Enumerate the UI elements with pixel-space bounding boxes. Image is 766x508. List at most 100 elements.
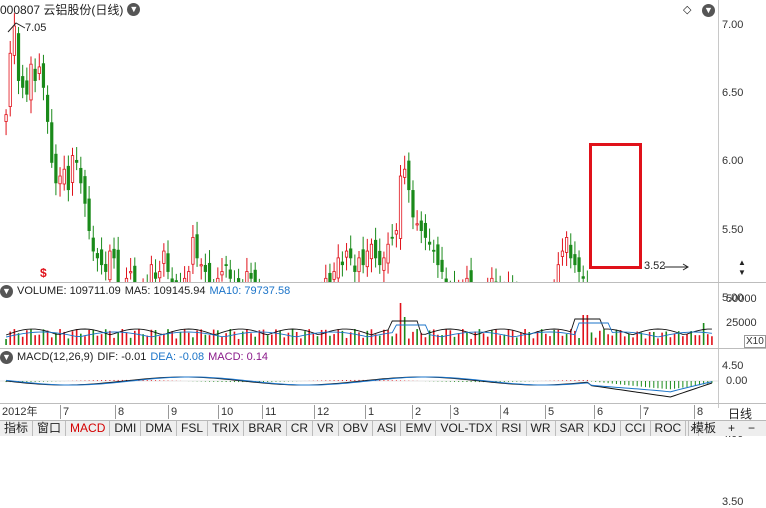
volume-bar [76, 329, 78, 345]
tab-indicators[interactable]: 指标 [0, 421, 33, 436]
macd-dea: DEA: -0.08 [150, 351, 204, 363]
volume-bar [603, 329, 605, 345]
tab-asi[interactable]: ASI [373, 421, 401, 436]
volume-bar [516, 337, 518, 345]
highlight-box [589, 143, 642, 269]
candle [46, 85, 48, 133]
candle [574, 241, 576, 273]
volume-bar [221, 337, 223, 345]
high-price-arrow-icon [6, 20, 28, 34]
volume-bar [59, 329, 61, 345]
tab-wr[interactable]: WR [527, 421, 556, 436]
candle [420, 211, 422, 243]
volume-bar [296, 332, 298, 345]
volume-bar [599, 331, 601, 345]
candle [403, 156, 405, 185]
volume-bar [595, 338, 597, 345]
volume-bar [661, 333, 663, 345]
candle [200, 258, 202, 279]
candle [495, 268, 497, 282]
tab-window[interactable]: 窗口 [33, 421, 66, 436]
candle [233, 270, 235, 282]
price-tick: 5.50 [722, 225, 743, 236]
template-button[interactable]: 模板 [688, 421, 719, 436]
candle [237, 269, 239, 282]
volume-bar [400, 303, 402, 345]
candle [38, 53, 40, 80]
volume-bar [645, 339, 647, 345]
price-tick: 4.50 [722, 361, 743, 372]
candle [225, 256, 227, 278]
volume-bar [138, 329, 140, 345]
volume-bar [250, 333, 252, 345]
candle [416, 210, 418, 231]
candle [167, 240, 169, 279]
volume-chart[interactable] [0, 299, 718, 347]
tab-trix[interactable]: TRIX [208, 421, 244, 436]
volume-bar [412, 332, 414, 345]
candle [466, 266, 468, 282]
tab-rsi[interactable]: RSI [497, 421, 526, 436]
macd-tick-zero: 0.00 [726, 376, 747, 387]
candle [21, 65, 23, 98]
candle [109, 245, 111, 282]
tab-emv[interactable]: EMV [401, 421, 436, 436]
tab-roc[interactable]: ROC [651, 421, 687, 436]
signal-marker: $ [40, 266, 47, 280]
candle [105, 251, 107, 280]
volume-bar [474, 331, 476, 345]
tab-vol-tdx[interactable]: VOL-TDX [436, 421, 497, 436]
candle [254, 262, 256, 282]
tab-brar[interactable]: BRAR [244, 421, 286, 436]
tab-cr[interactable]: CR [287, 421, 313, 436]
volume-tick-50000: 50000 [726, 294, 757, 305]
price-tick: 6.50 [722, 88, 743, 99]
macd-menu-chevron-icon[interactable]: ▼ [0, 351, 13, 364]
tab-dmi[interactable]: DMI [110, 421, 141, 436]
tab-cci[interactable]: CCI [621, 421, 651, 436]
date-tick: 1 [365, 405, 374, 419]
volume-ma5: MA5: 109145.94 [125, 285, 206, 297]
volume-bar [213, 330, 215, 345]
tab-kdj[interactable]: KDJ [589, 421, 621, 436]
volume-bar [682, 336, 684, 345]
volume-bar [416, 329, 418, 345]
candle [578, 250, 580, 282]
candle [175, 274, 177, 282]
scroll-down-button[interactable]: ▼ [738, 268, 746, 277]
candle [129, 258, 131, 280]
candle [5, 109, 7, 135]
volume-bar [499, 335, 501, 345]
volume-menu-chevron-icon[interactable]: ▼ [0, 285, 13, 298]
volume-bar [130, 338, 132, 345]
tab-vr[interactable]: VR [313, 421, 339, 436]
volume-bar [113, 338, 115, 345]
tab-dma[interactable]: DMA [141, 421, 177, 436]
macd-label: MACD(12,26,9) [17, 351, 93, 363]
tab-sar[interactable]: SAR [556, 421, 590, 436]
candle [9, 41, 11, 116]
volume-bar [508, 329, 510, 345]
volume-bar [587, 315, 589, 345]
volume-panel-header: ▼ VOLUME: 109711.09 MA5: 109145.94 MA10:… [0, 283, 290, 299]
candle [441, 247, 443, 279]
volume-bar [524, 329, 526, 345]
tab-obv[interactable]: OBV [339, 421, 373, 436]
tab-fsl[interactable]: FSL [177, 421, 208, 436]
candle [196, 222, 198, 267]
candle [171, 267, 173, 282]
candle [92, 226, 94, 261]
macd-chart[interactable] [0, 364, 718, 404]
volume-bar [176, 338, 178, 345]
scroll-up-button[interactable]: ▲ [738, 258, 746, 267]
candle [154, 259, 156, 282]
candle [204, 254, 206, 282]
tab-macd[interactable]: MACD [66, 421, 110, 436]
volume-bar [225, 333, 227, 345]
zoom-out-button[interactable]: − [748, 421, 755, 436]
zoom-in-button[interactable]: + [728, 421, 735, 436]
volume-bar [217, 330, 219, 345]
volume-bar [495, 330, 497, 345]
candle [349, 235, 351, 265]
candle [366, 239, 368, 277]
